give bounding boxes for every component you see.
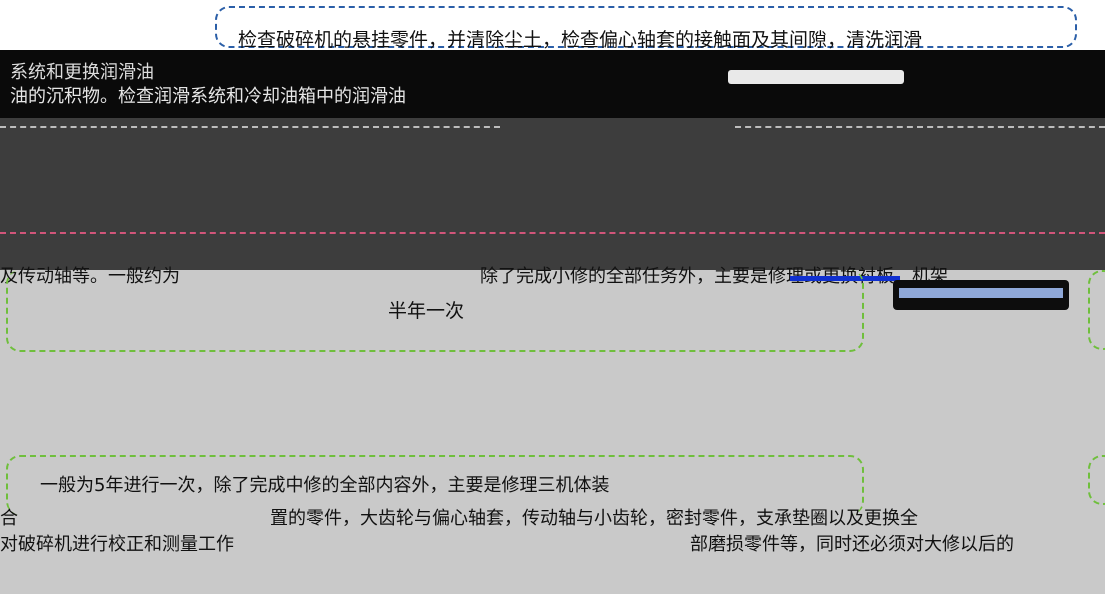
widget-inner-bar bbox=[899, 288, 1063, 298]
divider-dashed-left bbox=[0, 126, 500, 128]
gray-band bbox=[0, 270, 1105, 594]
minor-repair-box bbox=[6, 270, 864, 352]
major-repair-text-2: 置的零件，大齿轮与偏心轴套，传动轴与小齿轮，密封零件，支承垫圈以及更换全 bbox=[270, 508, 918, 529]
embedded-widget bbox=[893, 280, 1069, 310]
minor-repair-text-a: 及传动轴等。一般约为 bbox=[0, 266, 180, 287]
minor-repair-text: 及传动轴等。一般约为 除了完成小修的全部任务外，主要是修理或更换衬板、机架 bbox=[0, 262, 948, 288]
divider-dashed-right bbox=[735, 126, 1105, 128]
accent-underline bbox=[790, 276, 900, 281]
major-repair-box bbox=[6, 455, 864, 515]
major-repair-text-1: 一般为5年进行一次，除了完成中修的全部内容外，主要是修理三机体装 bbox=[40, 475, 610, 496]
routine-maintenance-text-3: 油的沉积物。检查润滑系统和冷却油箱中的润滑油 bbox=[10, 86, 406, 107]
major-repair-text-3: 对破碎机进行校正和测量工作 bbox=[0, 534, 234, 555]
top-dark-band bbox=[0, 50, 1105, 118]
minor-repair-text-b: 除了完成小修的全部任务外，主要是修理或更换衬板、机架 bbox=[480, 266, 948, 287]
routine-maintenance-text-2: 系统和更换润滑油 bbox=[10, 62, 154, 83]
minor-repair-box-right bbox=[1088, 270, 1105, 350]
divider-dashed-pink bbox=[0, 232, 1105, 234]
highlight-bar bbox=[728, 70, 904, 84]
dark-band bbox=[0, 118, 1105, 270]
major-repair-box-right bbox=[1088, 455, 1105, 505]
major-repair-prefix: 合 bbox=[0, 508, 18, 529]
routine-maintenance-box bbox=[215, 6, 1077, 48]
routine-maintenance-text: 检查破碎机的悬挂零件，并清除尘土，检查偏心轴套的接触面及其间隙，清洗润滑 bbox=[238, 29, 923, 51]
minor-repair-frequency: 半年一次 bbox=[388, 300, 465, 322]
major-repair-text-4: 部磨损零件等，同时还必须对大修以后的 bbox=[690, 534, 1014, 555]
